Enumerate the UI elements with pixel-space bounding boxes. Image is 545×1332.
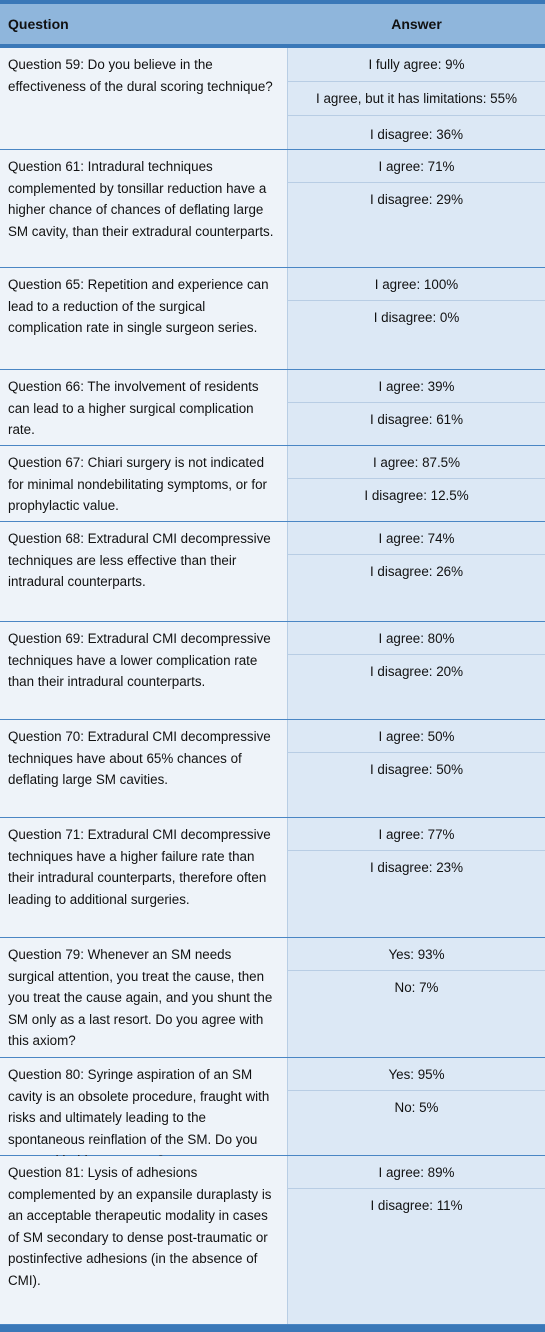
answer-cell: I agree: 100% I disagree: 0% <box>288 268 545 369</box>
question-cell: Question 61: Intradural techniques compl… <box>0 150 288 267</box>
table-body: Question 59: Do you believe in the effec… <box>0 48 545 1325</box>
answer-cell: I agree: 89% I disagree: 11% <box>288 1156 545 1324</box>
table-row: Question 69: Extradural CMI decompressiv… <box>0 622 545 720</box>
answer-item: I disagree: 50% <box>369 761 464 777</box>
answer-cell: Yes: 93% No: 7% <box>288 938 545 1057</box>
question-cell: Question 68: Extradural CMI decompressiv… <box>0 522 288 621</box>
question-cell: Question 66: The involvement of resident… <box>0 370 288 445</box>
question-cell: Question 65: Repetition and experience c… <box>0 268 288 369</box>
answer-item: I agree: 87.5% <box>288 446 545 479</box>
question-cell: Question 69: Extradural CMI decompressiv… <box>0 622 288 719</box>
table-row: Question 80: Syringe aspiration of an SM… <box>0 1058 545 1168</box>
answer-item: I agree: 39% <box>288 370 545 403</box>
answer-item: I disagree: 29% <box>369 191 464 207</box>
answer-item: I disagree: 36% <box>369 126 464 142</box>
answer-item: I disagree: 61% <box>369 411 464 427</box>
answer-item: I disagree: 26% <box>369 563 464 579</box>
answer-item: I agree: 77% <box>288 818 545 851</box>
answer-cell: I agree: 39% I disagree: 61% <box>288 370 545 445</box>
table-row: Question 65: Repetition and experience c… <box>0 268 545 370</box>
answer-item: I fully agree: 9% <box>288 48 545 82</box>
answer-item: No: 5% <box>394 1099 439 1115</box>
answer-item: I disagree: 11% <box>370 1197 463 1213</box>
question-cell: Question 70: Extradural CMI decompressiv… <box>0 720 288 817</box>
answer-item: Yes: 93% <box>288 938 545 971</box>
table-row: Question 68: Extradural CMI decompressiv… <box>0 522 545 622</box>
answer-cell: I agree: 50% I disagree: 50% <box>288 720 545 817</box>
answer-item: I agree: 80% <box>288 622 545 655</box>
question-cell: Question 79: Whenever an SM needs surgic… <box>0 938 288 1057</box>
table-row: Question 70: Extradural CMI decompressiv… <box>0 720 545 818</box>
answer-cell: I agree: 80% I disagree: 20% <box>288 622 545 719</box>
answer-item: Yes: 95% <box>288 1058 545 1091</box>
table-row: Question 71: Extradural CMI decompressiv… <box>0 818 545 938</box>
answer-cell: I agree: 74% I disagree: 26% <box>288 522 545 621</box>
answer-item: I disagree: 0% <box>373 309 460 325</box>
answer-item: I agree: 71% <box>288 150 545 183</box>
table-header: Question Answer <box>0 4 545 48</box>
table-row: Question 67: Chiari surgery is not indic… <box>0 446 545 522</box>
answer-item: I disagree: 20% <box>369 663 464 679</box>
answer-item: I agree, but it has limitations: 55% <box>288 82 545 116</box>
table-row: Question 61: Intradural techniques compl… <box>0 150 545 268</box>
answer-cell: Yes: 95% No: 5% <box>288 1058 545 1155</box>
question-cell: Question 67: Chiari surgery is not indic… <box>0 446 288 521</box>
question-cell: Question 71: Extradural CMI decompressiv… <box>0 818 288 937</box>
answer-item: I agree: 74% <box>288 522 545 555</box>
header-cell: Question <box>8 16 69 32</box>
answer-item: I agree: 89% <box>288 1156 545 1189</box>
question-cell: Question 81: Lysis of adhesions compleme… <box>0 1156 288 1324</box>
answer-cell: I fully agree: 9% I agree, but it has lim… <box>288 48 545 149</box>
table-row: Question 81: Lysis of adhesions compleme… <box>0 1156 545 1325</box>
table-row: Question 79: Whenever an SM needs surgic… <box>0 938 545 1058</box>
table-row: Question 66: The involvement of resident… <box>0 370 545 446</box>
answer-item: I agree: 100% <box>288 268 545 301</box>
answer-item: No: 7% <box>394 979 439 995</box>
table-row: Question 59: Do you believe in the effec… <box>0 48 545 150</box>
answer-item: I disagree: 23% <box>369 859 464 875</box>
answer-cell: I agree: 77% I disagree: 23% <box>288 818 545 937</box>
question-cell: Question 80: Syringe aspiration of an SM… <box>0 1058 288 1168</box>
answer-item: I agree: 50% <box>288 720 545 753</box>
header-cell: Answer <box>391 16 442 32</box>
question-cell: Question 59: Do you believe in the effec… <box>0 48 288 149</box>
answer-cell: I agree: 71% I disagree: 29% <box>288 150 545 267</box>
answer-cell: I agree: 87.5% I disagree: 12.5% <box>288 446 545 521</box>
answer-item: I disagree: 12.5% <box>364 487 469 503</box>
